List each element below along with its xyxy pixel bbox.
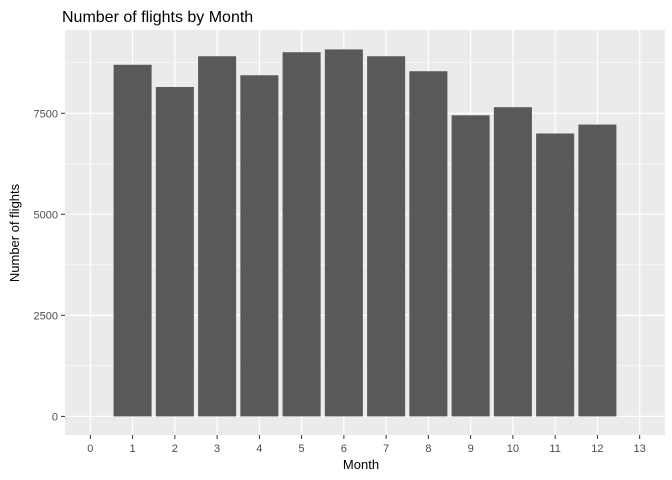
x-tick-label: 7 xyxy=(383,443,389,455)
bars xyxy=(113,49,617,417)
x-tick-label: 3 xyxy=(214,443,220,455)
plot-panel xyxy=(65,30,665,435)
bar-month-12 xyxy=(578,124,617,417)
bar-month-2 xyxy=(155,86,194,417)
x-tick-label: 12 xyxy=(591,443,603,455)
bar-month-8 xyxy=(409,71,448,417)
x-tick-label: 8 xyxy=(425,443,431,455)
x-tick-label: 11 xyxy=(549,443,560,455)
y-tick-label: 5000 xyxy=(34,209,58,221)
x-tick-label: 10 xyxy=(507,443,519,455)
y-tick-label: 2500 xyxy=(34,310,58,322)
bar-month-7 xyxy=(367,56,406,417)
x-tick-label: 13 xyxy=(634,443,646,455)
bar-month-6 xyxy=(324,49,363,417)
x-tick-label: 0 xyxy=(87,443,93,455)
bar-month-10 xyxy=(493,107,532,417)
bar-month-4 xyxy=(240,75,279,417)
bar-month-1 xyxy=(113,64,152,417)
x-axis-ticks: 0 1 2 3 4 5 6 7 8 9 10 11 12 13 xyxy=(87,435,646,455)
x-tick-label: 2 xyxy=(172,443,178,455)
bar-month-5 xyxy=(282,52,321,417)
x-tick-label: 9 xyxy=(468,443,474,455)
bar-month-3 xyxy=(198,56,237,417)
x-tick-label: 6 xyxy=(341,443,347,455)
y-tick-label: 0 xyxy=(52,411,58,423)
bar-month-11 xyxy=(536,133,575,417)
x-tick-label: 1 xyxy=(130,443,136,455)
bar-month-9 xyxy=(451,115,490,417)
y-tick-label: 7500 xyxy=(34,108,58,120)
y-axis-title: Number of flights xyxy=(7,183,22,282)
chart-title: Number of flights by Month xyxy=(62,9,253,26)
y-axis-ticks: 0 2500 5000 7500 xyxy=(34,108,65,423)
x-axis-title: Month xyxy=(343,457,379,472)
x-tick-label: 4 xyxy=(256,443,262,455)
x-tick-label: 5 xyxy=(299,443,305,455)
